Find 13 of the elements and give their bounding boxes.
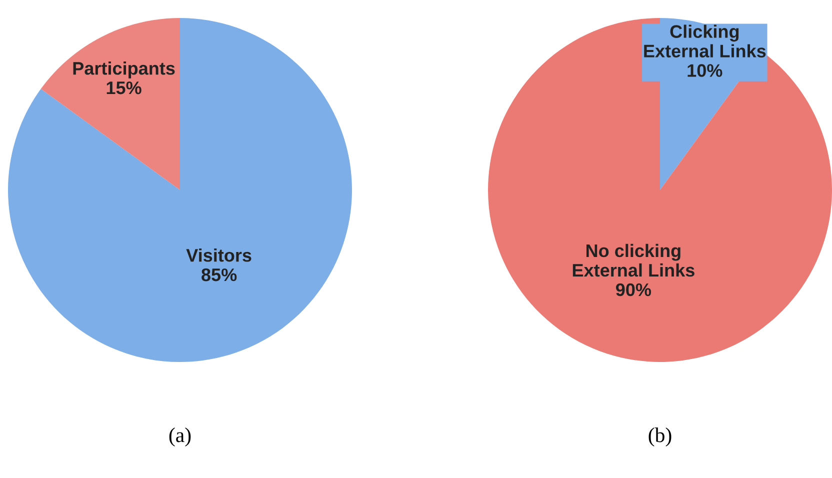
data-label: 90% (616, 283, 652, 296)
slice-label: Clicking External Links (644, 24, 766, 58)
slice-label: Visitors (186, 248, 252, 262)
pie-slice (8, 18, 352, 362)
pie-slice (488, 18, 832, 362)
slice-label: Participants (73, 62, 175, 78)
pie-slice (40, 18, 180, 190)
data-label: 15% (106, 81, 142, 94)
data-label: 10% (688, 64, 722, 77)
text: (b) (648, 428, 672, 446)
slice-label: No clicking External Links (572, 244, 694, 277)
data-label: 85% (202, 268, 237, 282)
text: (a) (169, 428, 191, 446)
